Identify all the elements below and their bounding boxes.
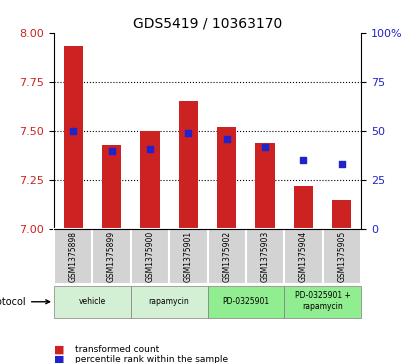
Text: percentile rank within the sample: percentile rank within the sample bbox=[75, 355, 228, 363]
Text: GSM1375903: GSM1375903 bbox=[261, 231, 270, 282]
Point bbox=[262, 144, 269, 150]
Text: PD-0325901: PD-0325901 bbox=[222, 297, 269, 306]
Bar bbox=[294, 186, 313, 229]
Text: vehicle: vehicle bbox=[79, 297, 106, 306]
Point bbox=[223, 136, 230, 142]
FancyBboxPatch shape bbox=[131, 229, 169, 284]
FancyBboxPatch shape bbox=[93, 229, 131, 284]
Point bbox=[300, 158, 307, 163]
FancyBboxPatch shape bbox=[54, 229, 93, 284]
FancyBboxPatch shape bbox=[169, 229, 208, 284]
Bar bbox=[140, 131, 159, 229]
Point bbox=[108, 148, 115, 154]
FancyBboxPatch shape bbox=[208, 286, 284, 318]
Bar bbox=[256, 143, 275, 229]
FancyBboxPatch shape bbox=[323, 229, 361, 284]
Text: PD-0325901 +
rapamycin: PD-0325901 + rapamycin bbox=[295, 291, 351, 311]
Point bbox=[339, 162, 345, 167]
Text: GSM1375899: GSM1375899 bbox=[107, 231, 116, 282]
Text: rapamycin: rapamycin bbox=[149, 297, 190, 306]
Text: transformed count: transformed count bbox=[75, 345, 159, 354]
Bar bbox=[63, 46, 83, 229]
Text: protocol: protocol bbox=[0, 297, 50, 307]
Text: GSM1375904: GSM1375904 bbox=[299, 231, 308, 282]
Text: GSM1375898: GSM1375898 bbox=[68, 231, 78, 282]
Point bbox=[146, 146, 153, 151]
Bar bbox=[332, 200, 352, 229]
Text: GSM1375902: GSM1375902 bbox=[222, 231, 231, 282]
FancyBboxPatch shape bbox=[131, 286, 208, 318]
Point bbox=[70, 128, 76, 134]
Text: ■: ■ bbox=[54, 354, 64, 363]
Bar bbox=[102, 144, 121, 229]
FancyBboxPatch shape bbox=[208, 229, 246, 284]
Bar bbox=[217, 127, 236, 229]
FancyBboxPatch shape bbox=[54, 286, 131, 318]
Text: ■: ■ bbox=[54, 344, 64, 354]
Title: GDS5419 / 10363170: GDS5419 / 10363170 bbox=[133, 16, 282, 30]
FancyBboxPatch shape bbox=[246, 229, 284, 284]
Text: GSM1375905: GSM1375905 bbox=[337, 231, 347, 282]
Text: GSM1375901: GSM1375901 bbox=[184, 231, 193, 282]
Bar bbox=[179, 101, 198, 229]
FancyBboxPatch shape bbox=[284, 286, 361, 318]
Point bbox=[185, 130, 192, 136]
Text: GSM1375900: GSM1375900 bbox=[145, 231, 154, 282]
FancyBboxPatch shape bbox=[284, 229, 323, 284]
